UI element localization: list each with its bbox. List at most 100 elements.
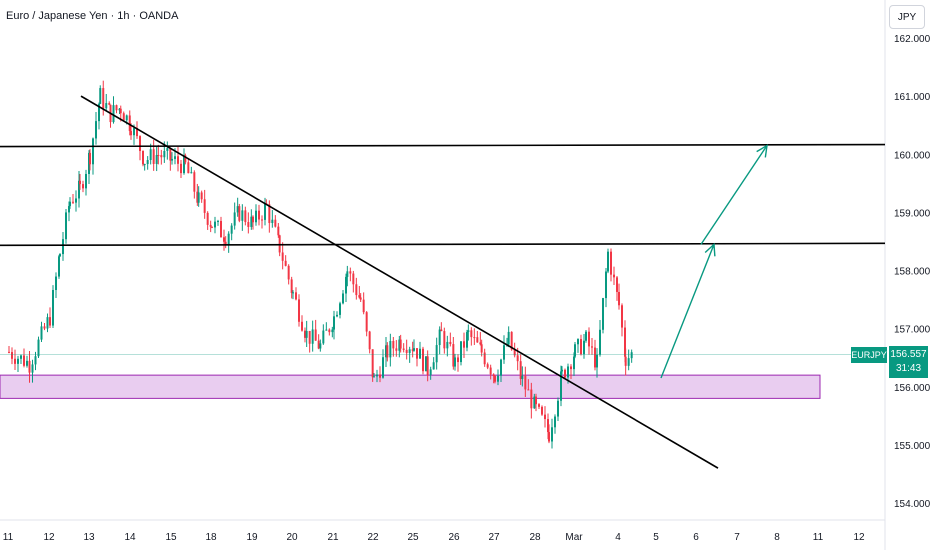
candle-body xyxy=(426,356,429,375)
candle-body xyxy=(386,345,389,358)
candle-body xyxy=(130,131,132,136)
candle-body xyxy=(227,233,230,246)
candle-body xyxy=(224,241,227,246)
candle-body xyxy=(17,358,19,364)
resistance-line xyxy=(0,143,886,148)
candle-body xyxy=(613,274,615,278)
y-tick-label: 154.000 xyxy=(894,499,931,510)
candle-body xyxy=(580,339,582,355)
candle-body xyxy=(599,329,601,355)
candle-body xyxy=(14,358,16,364)
candle-body xyxy=(112,105,115,123)
candle-body xyxy=(177,156,179,164)
candle-body xyxy=(59,254,61,257)
candle-body xyxy=(429,369,432,375)
candle-body xyxy=(382,357,384,378)
candle-body xyxy=(561,369,563,372)
candle-body xyxy=(425,356,427,372)
candle-body xyxy=(405,349,408,353)
candle-body xyxy=(596,354,598,368)
candle-body xyxy=(157,154,160,156)
candle-body xyxy=(241,210,244,221)
x-tick-label: 12 xyxy=(853,532,865,543)
x-tick-label: Mar xyxy=(565,532,583,543)
candle-body xyxy=(277,226,280,236)
candle-body xyxy=(46,317,49,329)
x-tick-label: 22 xyxy=(367,532,379,543)
candle-body xyxy=(460,341,462,363)
candle-body xyxy=(43,326,46,329)
candle-body xyxy=(69,201,71,207)
candle-body xyxy=(28,360,31,373)
candle-body xyxy=(342,293,344,304)
candle-body xyxy=(68,206,70,213)
x-tick-label: 19 xyxy=(246,532,258,543)
candle-body xyxy=(62,239,64,255)
candle-body xyxy=(278,235,281,253)
candle-body xyxy=(419,348,421,359)
x-tick-label: 14 xyxy=(124,532,136,543)
candle-body xyxy=(287,265,290,280)
candle-body xyxy=(577,339,579,345)
candle-body xyxy=(99,88,102,104)
candle-body xyxy=(616,277,618,292)
x-tick-label: 7 xyxy=(734,532,740,543)
candle-body xyxy=(85,173,87,189)
candle-body xyxy=(143,164,146,166)
candle-body xyxy=(8,351,10,353)
candle-body xyxy=(187,162,190,174)
candle-body xyxy=(244,210,247,223)
candle-body xyxy=(11,352,13,359)
candle-body xyxy=(217,220,219,222)
candle-body xyxy=(314,329,317,341)
candle-body xyxy=(583,340,585,355)
candle-body xyxy=(52,290,54,326)
candle-body xyxy=(567,366,569,378)
candle-body xyxy=(284,260,287,266)
candle-body xyxy=(503,345,505,360)
candle-body xyxy=(544,414,546,420)
candle-body xyxy=(339,303,341,315)
candle-body xyxy=(573,356,575,370)
candle-body xyxy=(476,337,479,343)
x-tick-label: 27 xyxy=(488,532,500,543)
candle-body xyxy=(479,342,482,345)
candle-body xyxy=(298,299,300,322)
candle-body xyxy=(78,180,80,199)
downtrend-line xyxy=(80,95,719,469)
candle-body xyxy=(435,345,438,363)
candle-body xyxy=(258,210,260,220)
candle-body xyxy=(209,224,212,227)
currency-button[interactable]: JPY xyxy=(889,5,925,29)
support-zone xyxy=(0,374,821,399)
candle-body xyxy=(193,172,196,192)
candle-body xyxy=(304,330,306,338)
candle-body xyxy=(355,284,358,296)
candle-body xyxy=(336,314,338,317)
candle-body xyxy=(72,201,74,203)
candle-body xyxy=(621,305,623,328)
candle-body xyxy=(519,361,522,379)
candle-body xyxy=(133,127,135,136)
candle-body xyxy=(184,155,187,163)
candle-body xyxy=(486,364,489,368)
candle-body xyxy=(319,343,322,349)
candle-body xyxy=(547,419,549,433)
candle-body xyxy=(26,360,28,366)
x-tick-label: 20 xyxy=(286,532,298,543)
candle-body xyxy=(128,115,131,132)
candle-body xyxy=(95,121,97,139)
candle-body xyxy=(463,341,465,348)
candle-body xyxy=(308,330,311,344)
x-tick-label: 8 xyxy=(774,532,780,543)
candle-body xyxy=(588,331,590,347)
candle-body xyxy=(574,344,576,357)
candle-body xyxy=(607,251,609,272)
candle-body xyxy=(624,327,626,357)
candle-body xyxy=(554,416,556,428)
candle-body xyxy=(163,150,166,158)
candle-body xyxy=(585,331,587,341)
candle-body xyxy=(392,341,395,349)
candle-body xyxy=(560,371,562,401)
